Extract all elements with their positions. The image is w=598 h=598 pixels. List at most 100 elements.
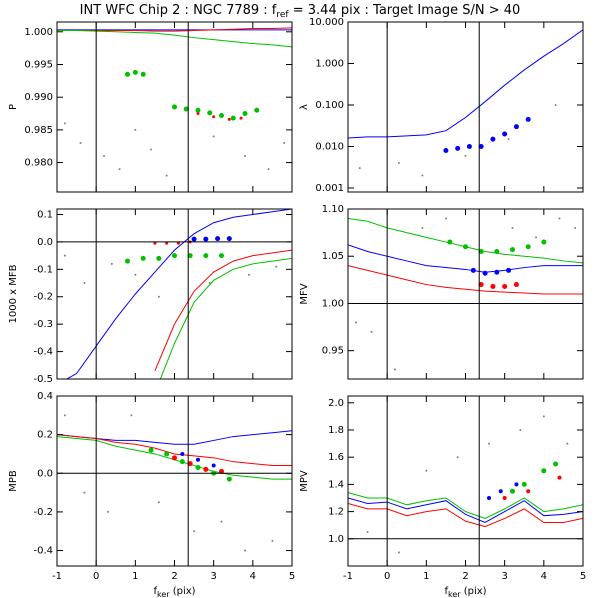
y-tick-label: 1.05	[322, 251, 344, 262]
point	[226, 476, 232, 482]
point	[195, 107, 201, 113]
point	[125, 258, 130, 264]
point	[510, 488, 515, 494]
y-tick-label: 1.4	[328, 479, 344, 490]
point	[574, 226, 577, 229]
x-tick-label: 0	[93, 571, 99, 582]
point	[487, 496, 491, 500]
point	[421, 226, 424, 229]
y-tick-label: 10.000	[309, 17, 344, 28]
point	[526, 489, 531, 494]
point	[478, 282, 484, 288]
panel: 1.0 1.2 1.4 1.6 1.8 2.0 -1 0 1 2 3 4 5 fker (pix) MPV	[299, 395, 586, 598]
title-part: = 3.44 pix : Target Image S/N > 40	[289, 3, 521, 18]
point	[219, 253, 224, 259]
x-tick-label: 5	[580, 571, 586, 582]
point	[130, 414, 133, 417]
point	[148, 447, 154, 453]
x-label-part: (pix)	[170, 586, 196, 597]
y-tick-label: -0.3	[33, 319, 53, 330]
point	[172, 455, 177, 461]
point	[511, 226, 514, 229]
series-line	[159, 257, 292, 379]
x-tick-label: -1	[343, 571, 353, 582]
x-tick-label: 1	[132, 571, 138, 582]
point	[242, 111, 248, 117]
point	[180, 451, 185, 456]
y-tick-label: -0.5	[33, 374, 53, 385]
point	[566, 442, 569, 445]
point	[106, 510, 109, 513]
axes-frame	[347, 395, 584, 567]
y-tick-label: 0.2	[37, 430, 53, 441]
y-tick-label: 1.2	[328, 507, 344, 518]
point	[478, 249, 484, 254]
series-line	[57, 30, 292, 48]
x-tick-label: 5	[289, 571, 295, 582]
axes-frame	[56, 208, 293, 380]
point	[358, 167, 361, 170]
x-tick-label: 2	[171, 571, 177, 582]
point	[514, 482, 519, 487]
point	[196, 112, 200, 116]
point	[482, 270, 488, 276]
series-line	[57, 434, 292, 467]
y-tick-label: 0.4	[37, 391, 53, 402]
point	[118, 168, 121, 171]
point	[193, 530, 196, 533]
y-tick-label: 0.990	[24, 92, 53, 103]
point	[525, 244, 531, 250]
y-tick-label: 0.010	[315, 141, 344, 152]
y-tick-label: 0.0	[37, 237, 53, 248]
plot-area	[348, 209, 583, 379]
point	[490, 283, 496, 289]
y-tick-label: 0.980	[24, 158, 53, 169]
point	[443, 148, 449, 154]
plot-area	[57, 22, 292, 192]
point	[502, 131, 508, 137]
point	[470, 267, 476, 273]
point	[153, 241, 157, 245]
point	[203, 236, 209, 242]
point	[513, 124, 519, 130]
point	[541, 239, 547, 245]
point	[103, 155, 105, 158]
point	[176, 241, 180, 245]
point	[535, 236, 537, 239]
point	[394, 368, 396, 371]
point	[211, 463, 216, 468]
point	[370, 330, 373, 333]
series-line	[154, 249, 292, 371]
point	[219, 468, 224, 474]
point	[132, 69, 138, 75]
point	[196, 457, 200, 462]
point	[557, 475, 562, 480]
point	[157, 295, 160, 298]
point	[425, 469, 428, 472]
point	[267, 168, 270, 171]
y-tick-label: 1.0	[328, 534, 344, 545]
point	[215, 236, 221, 242]
point	[366, 531, 369, 533]
point	[157, 501, 160, 504]
x-label-subscript: ker	[448, 590, 461, 598]
point	[275, 265, 278, 268]
point	[397, 551, 400, 554]
title-part: INT WFC Chip 2 : NGC 7789 : f	[80, 3, 277, 18]
panel: -0.5 -0.4 -0.3 -0.2 -0.1 0.0 0.1 1000 x MFB	[8, 208, 293, 385]
point	[421, 174, 424, 177]
point	[456, 456, 459, 459]
y-tick-label: 0.001	[315, 183, 344, 194]
point	[63, 414, 66, 417]
point	[195, 464, 201, 470]
point	[521, 481, 527, 487]
x-axis-label: fker (pix)	[153, 586, 195, 598]
point	[212, 115, 216, 119]
point	[125, 71, 130, 77]
point	[226, 236, 232, 242]
point	[506, 267, 512, 273]
point	[156, 255, 162, 261]
point	[397, 161, 400, 164]
point	[542, 415, 545, 418]
